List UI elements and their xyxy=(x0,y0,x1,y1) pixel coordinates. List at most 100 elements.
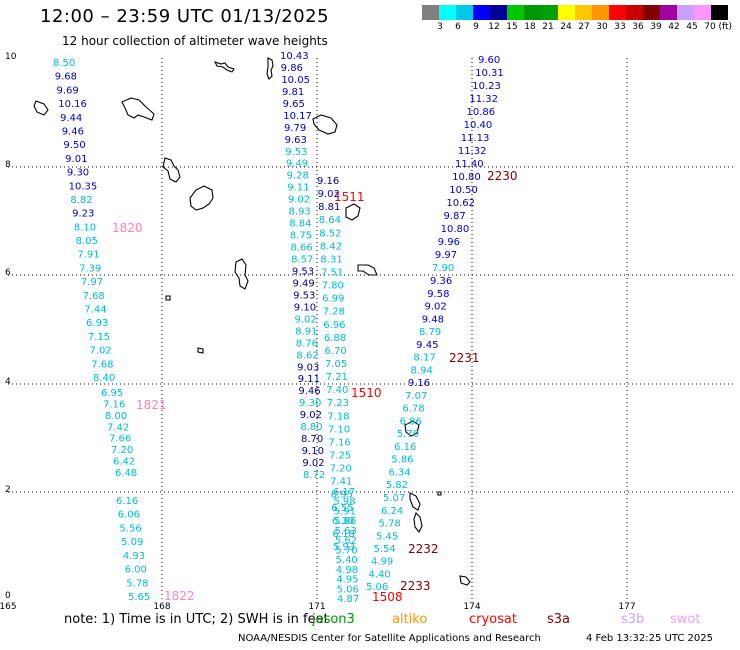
wave-height-reading: 7.07 xyxy=(405,391,427,402)
legend-label: 12 xyxy=(488,22,500,32)
wave-height-reading: 7.39 xyxy=(79,263,101,274)
legend-swatch xyxy=(558,5,575,20)
wave-height-reading: 5.06 xyxy=(337,584,359,595)
wave-height-reading: 5.62 xyxy=(335,536,357,547)
wave-height-reading: 9.63 xyxy=(285,135,307,146)
x-tick-label: 168 xyxy=(153,602,170,612)
wave-height-reading: 11.13 xyxy=(461,133,490,144)
wave-height-reading: 4.40 xyxy=(369,569,391,580)
wave-height-reading: 9.11 xyxy=(287,183,309,194)
wave-height-reading: 6.78 xyxy=(402,404,424,415)
wave-height-reading: 8.50 xyxy=(53,58,75,69)
wave-height-reading: 9.28 xyxy=(287,171,309,182)
wave-height-reading: 4.95 xyxy=(336,575,358,586)
satellite-label-s3b: s3b xyxy=(621,612,645,627)
wave-height-reading: 9.87 xyxy=(444,211,466,222)
wave-height-reading: 8.40 xyxy=(93,373,115,384)
wave-height-reading: 9.60 xyxy=(478,55,500,66)
legend-swatch xyxy=(524,5,541,20)
wave-height-reading: 7.25 xyxy=(329,451,351,462)
pass-time-label: 2230 xyxy=(487,169,518,183)
wave-height-reading: 7.91 xyxy=(77,250,99,261)
wave-height-reading: 5.63 xyxy=(334,526,356,537)
wave-height-reading: 4.98 xyxy=(336,565,358,576)
wave-height-reading: 6.86 xyxy=(400,416,422,427)
wave-height-reading: 10.62 xyxy=(446,198,475,209)
legend-label: 45 xyxy=(686,22,698,32)
legend-swatch xyxy=(660,5,677,20)
wave-height-reading: 8.57 xyxy=(291,255,313,266)
wave-height-reading: 11.32 xyxy=(458,146,487,157)
wave-height-reading: 9.30 xyxy=(299,398,321,409)
footnote: note: 1) Time is in UTC; 2) SWH is in fe… xyxy=(64,612,329,627)
wave-height-reading: 11.40 xyxy=(455,159,484,170)
pass-time-label: 2232 xyxy=(408,542,439,556)
wave-height-reading: 10.43 xyxy=(280,51,309,62)
wave-height-reading: 6.70 xyxy=(324,346,346,357)
islands xyxy=(33,57,471,586)
wave-height-reading: 8.52 xyxy=(319,228,341,239)
wave-height-reading: 5.40 xyxy=(336,555,358,566)
island xyxy=(459,575,471,586)
wave-height-reading: 8.93 xyxy=(289,207,311,218)
legend-swatch xyxy=(541,5,558,20)
wave-height-reading: 9.45 xyxy=(416,340,438,351)
wave-height-reading: 10.40 xyxy=(464,120,493,131)
y-tick-label: 2 xyxy=(5,485,11,495)
wave-height-reading: 8.05 xyxy=(76,236,98,247)
legend-swatch xyxy=(626,5,643,20)
wave-height-reading: 8.66 xyxy=(291,243,313,254)
legend-swatch xyxy=(592,5,609,20)
wave-height-reading: 10.31 xyxy=(475,68,504,79)
wave-height-reading: 6.24 xyxy=(381,506,403,517)
legend-label: 21 xyxy=(542,22,554,32)
wave-height-reading: 6.34 xyxy=(389,467,411,478)
legend-swatch xyxy=(677,5,694,20)
wave-height-reading: 9.53 xyxy=(292,266,314,277)
wave-height-reading: 9.58 xyxy=(427,289,449,300)
y-tick-label: 10 xyxy=(5,52,17,62)
x-tick-label: 177 xyxy=(618,602,635,612)
pass-time-label: 1822 xyxy=(164,589,195,603)
wave-height-reading: 7.15 xyxy=(88,332,110,343)
axis-tick-labels: 165 168 171 174 177 0 2 4 6 8 10 xyxy=(0,52,636,612)
x-tick-label: 174 xyxy=(463,602,480,612)
island xyxy=(162,157,181,183)
wave-height-reading: 6.55 xyxy=(331,503,353,514)
wave-height-reading: 8.00 xyxy=(105,411,127,422)
pass-time-label: 1508 xyxy=(372,590,403,604)
wave-height-reading: 7.21 xyxy=(326,372,348,383)
y-tick-label: 6 xyxy=(5,268,11,278)
island xyxy=(189,185,214,211)
x-tick-label: 165 xyxy=(0,602,17,612)
legend-label: 70 xyxy=(704,22,716,32)
wave-height-reading: 9.96 xyxy=(438,237,460,248)
wave-height-reading: 9.46 xyxy=(298,386,320,397)
wave-height-reading: 7.10 xyxy=(328,424,350,435)
wave-height-reading: 9.97 xyxy=(435,250,457,261)
wave-height-reading: 5.98 xyxy=(333,497,355,508)
wave-height-reading: 9.16 xyxy=(408,378,430,389)
wave-height-reading: 7.28 xyxy=(323,307,345,318)
legend-label: 36 xyxy=(632,22,644,32)
wave-height-reading: 6.95 xyxy=(331,490,353,501)
wave-height-reading: 8.76 xyxy=(296,338,318,349)
wave-height-reading: 8.31 xyxy=(320,254,342,265)
wave-height-reading: 9.02 xyxy=(424,302,446,313)
wave-height-reading: 6.48 xyxy=(115,468,137,479)
wave-height-reading: 9.50 xyxy=(63,140,85,151)
wave-height-reading: 9.03 xyxy=(297,362,319,373)
wave-height-reading: 5.86 xyxy=(334,516,356,527)
x-tick-label: 171 xyxy=(308,602,325,612)
wave-height-reading: 8.94 xyxy=(411,365,433,376)
wave-height-reading: 5.78 xyxy=(126,578,148,589)
island xyxy=(409,492,421,511)
wave-height-reading: 10.80 xyxy=(441,224,470,235)
wave-height-reading: 7.51 xyxy=(321,268,343,279)
legend-labels: (ft) 3 6 9 12 15 18 21 24 27 30 33 36 39 42 45 70 xyxy=(422,20,732,34)
wave-height-reading: 8.80 xyxy=(300,422,322,433)
wave-height-reading: 5.86 xyxy=(391,455,413,466)
legend-label: 18 xyxy=(524,22,536,32)
legend-label: 6 xyxy=(455,22,461,32)
legend-swatch xyxy=(643,5,660,20)
